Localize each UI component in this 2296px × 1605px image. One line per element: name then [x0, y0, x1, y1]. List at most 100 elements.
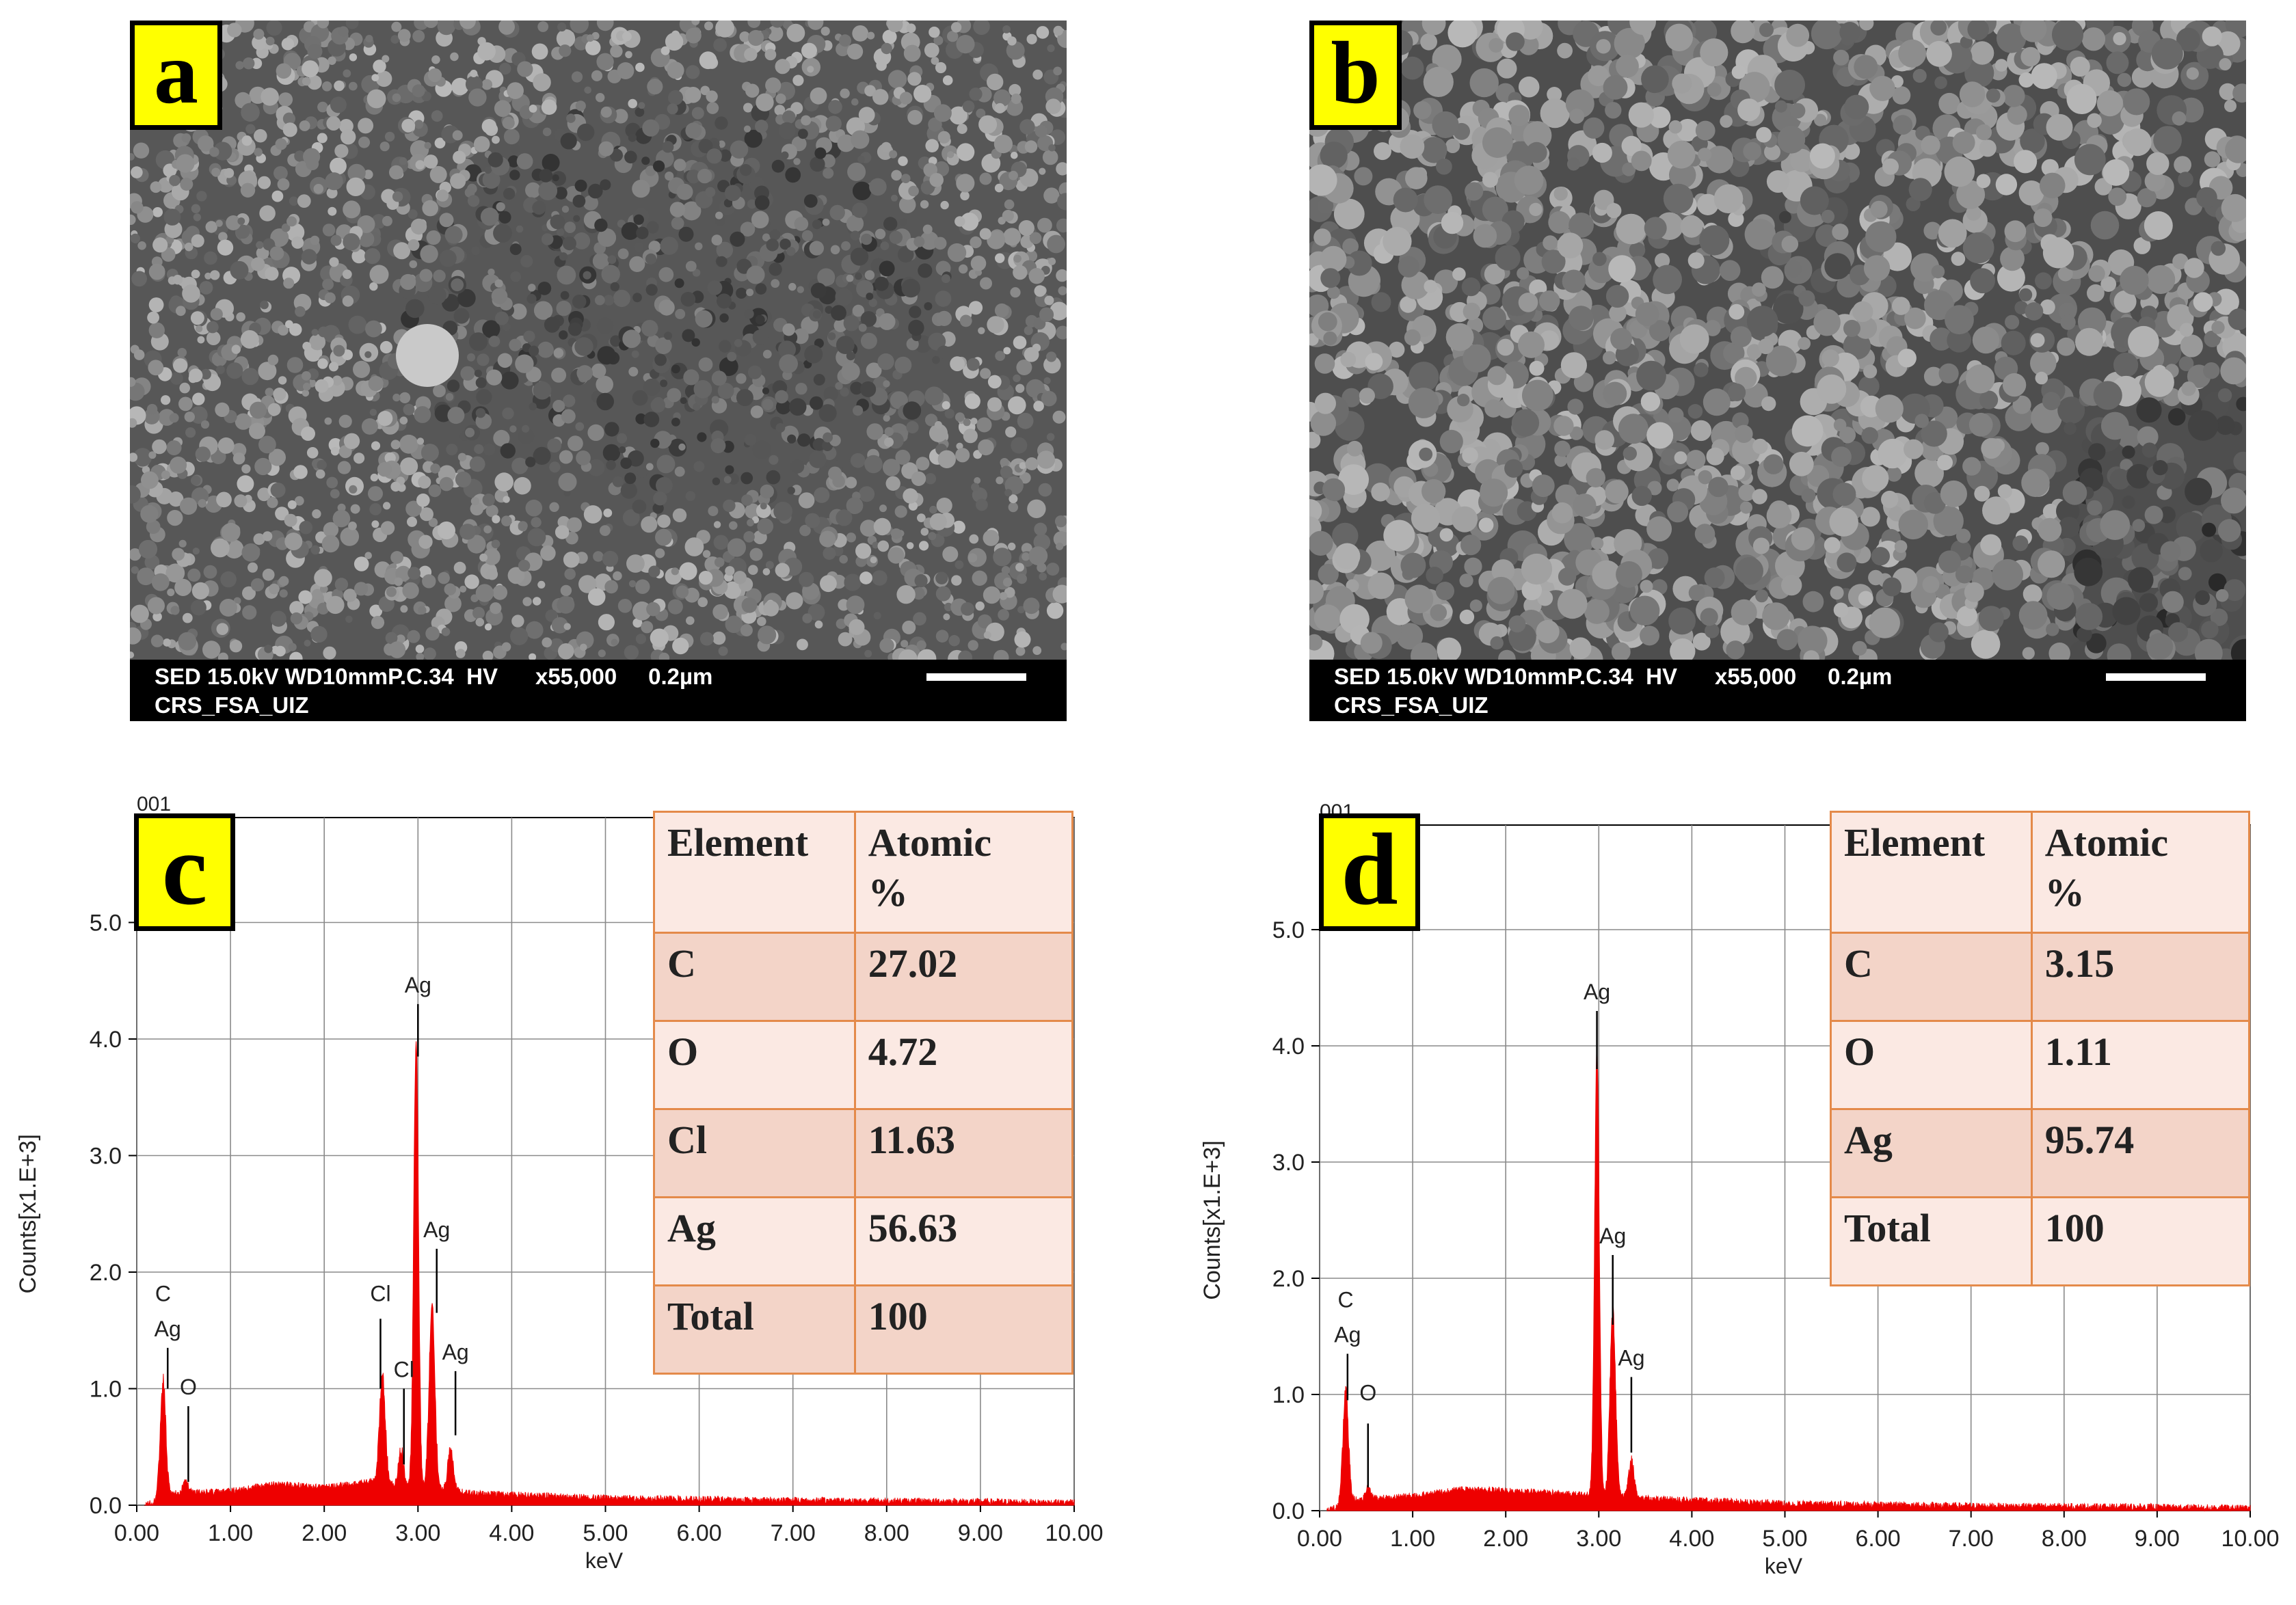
particle [494, 472, 513, 491]
particle [189, 368, 203, 383]
particle [697, 432, 707, 442]
particle [1400, 552, 1426, 578]
particle [369, 282, 378, 291]
particle [2041, 159, 2059, 176]
particle [698, 357, 713, 372]
particle [173, 358, 188, 373]
particle [1457, 394, 1470, 407]
particle [1048, 144, 1056, 152]
particle [906, 420, 919, 434]
particle [389, 165, 403, 180]
particle [1886, 466, 1902, 482]
particle [184, 242, 193, 252]
y-tick-label: 0.0 [1272, 1498, 1305, 1524]
particle [1777, 126, 1806, 154]
particle [702, 550, 711, 558]
particle [482, 650, 494, 660]
particle [1978, 606, 2004, 632]
particle [983, 631, 991, 639]
particle [288, 643, 297, 651]
particle [2217, 519, 2241, 542]
particle [2031, 402, 2062, 433]
particle [353, 360, 371, 378]
particle [312, 589, 323, 600]
particle [522, 597, 532, 606]
particle [2200, 539, 2223, 563]
particle [1033, 401, 1044, 412]
particle [445, 393, 454, 401]
particle [499, 62, 511, 75]
particle [705, 187, 716, 198]
particle [563, 489, 571, 497]
particle [1383, 520, 1415, 552]
particle [1670, 638, 1696, 660]
particle [617, 62, 635, 79]
particle [603, 509, 613, 517]
particle [1028, 268, 1045, 284]
particle [269, 246, 284, 260]
particle [556, 300, 572, 316]
particle [321, 535, 340, 553]
particle [972, 570, 987, 586]
particle [2035, 272, 2052, 290]
particle [889, 150, 898, 159]
particle [439, 249, 457, 267]
particle [2031, 63, 2057, 90]
particle [844, 574, 862, 591]
particle [2208, 573, 2227, 592]
particle [955, 412, 965, 422]
particle [2042, 237, 2074, 269]
particle [1940, 480, 1967, 508]
particle [557, 516, 570, 528]
particle [368, 486, 383, 502]
particle [260, 300, 269, 310]
particle [492, 135, 500, 144]
particle [130, 377, 136, 387]
particle [934, 421, 942, 429]
particle [1881, 490, 1899, 509]
particle [1680, 215, 1703, 238]
particle [343, 200, 361, 219]
particle [493, 224, 512, 243]
particle [1923, 366, 1944, 386]
y-tick-label: 3.0 [1272, 1150, 1305, 1176]
particle [1635, 302, 1659, 326]
particle [533, 301, 553, 320]
particle [342, 295, 354, 307]
particle [1731, 21, 1755, 44]
particle [146, 520, 161, 535]
particle [1865, 221, 1897, 253]
particle [2046, 623, 2059, 636]
particle [875, 228, 886, 239]
particle [450, 173, 466, 189]
particle [899, 92, 913, 105]
particle [270, 610, 286, 627]
particle [354, 582, 369, 596]
particle [942, 401, 950, 410]
particle [2172, 111, 2187, 126]
particle [1640, 580, 1653, 593]
particle [1452, 267, 1466, 281]
particle [944, 602, 953, 612]
particle [633, 214, 644, 225]
particle [2151, 38, 2183, 70]
particle [191, 269, 200, 279]
particle [891, 170, 902, 181]
particle [509, 243, 522, 256]
particle [755, 120, 769, 133]
particle [2112, 597, 2141, 625]
particle [1016, 360, 1032, 375]
particle [624, 472, 637, 485]
particle [864, 85, 876, 97]
particle [533, 73, 551, 92]
particle [2178, 172, 2193, 187]
sem-image-b: SED 15.0kV WD10mmP.C.34 HV x55,000 0.2µm… [1309, 21, 2246, 721]
particle [1462, 447, 1478, 464]
particle [485, 504, 498, 517]
particle [932, 355, 940, 364]
particle [712, 631, 726, 645]
particle [1032, 69, 1043, 80]
particle [1013, 336, 1027, 349]
particle [418, 606, 427, 615]
particle [337, 503, 346, 512]
